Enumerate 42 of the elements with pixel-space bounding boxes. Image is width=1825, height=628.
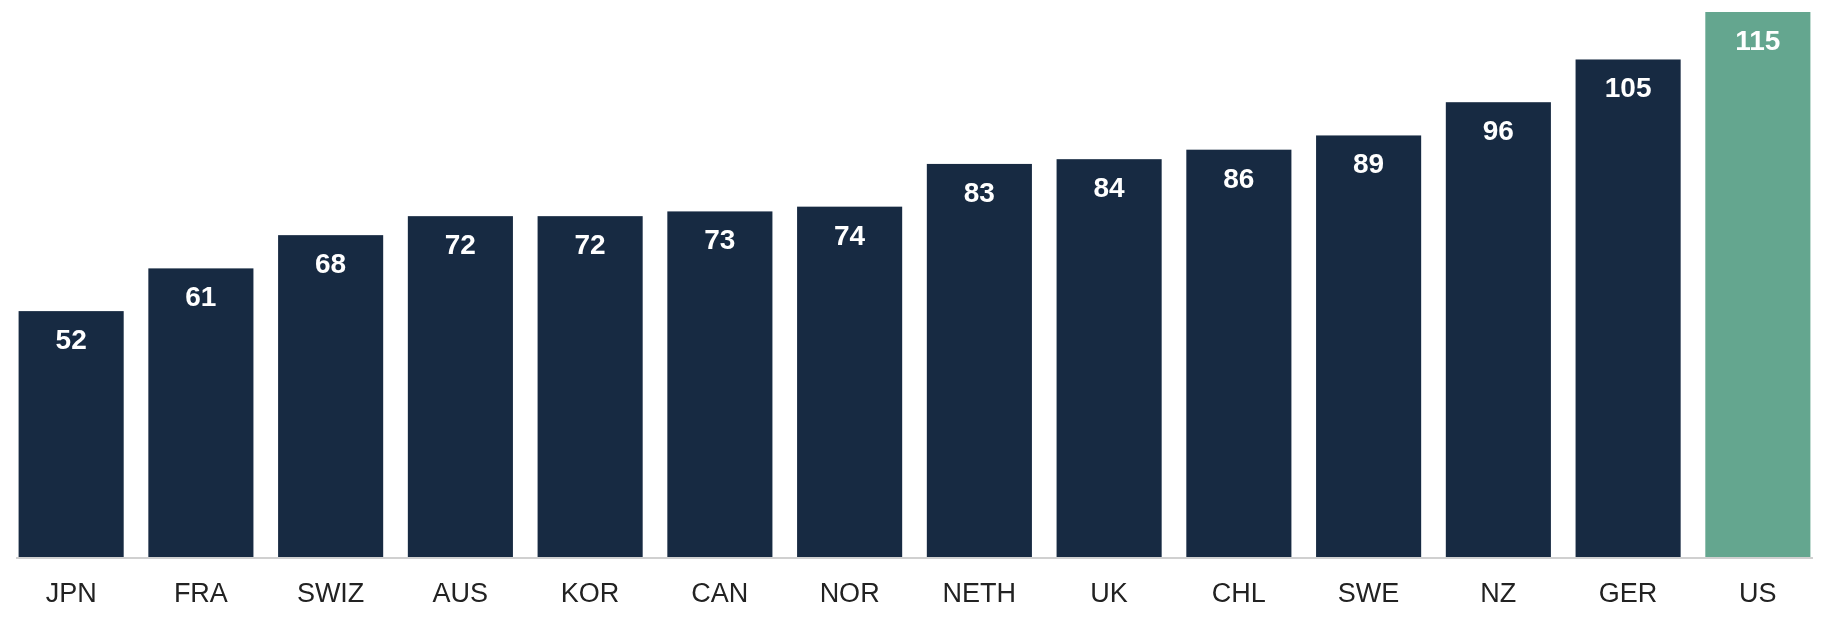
x-tick-label: UK: [1090, 578, 1128, 608]
bar: [1316, 135, 1422, 558]
data-label: 89: [1353, 148, 1385, 180]
x-tick-label: FRA: [173, 578, 228, 608]
data-label: 72: [444, 229, 476, 261]
x-tick-label: AUS: [432, 578, 489, 608]
data-label: 68: [315, 248, 347, 280]
x-tick-label: KOR: [560, 578, 620, 608]
bar: [18, 311, 124, 558]
data-label: 96: [1482, 115, 1514, 147]
data-label: 83: [963, 176, 995, 208]
x-tick-label: NOR: [819, 578, 880, 608]
bar: [537, 216, 643, 558]
data-label: 84: [1093, 172, 1126, 204]
x-tick-label: NETH: [942, 578, 1017, 608]
bar: [1575, 59, 1681, 558]
data-label: 61: [185, 281, 217, 313]
data-label: 72: [574, 229, 606, 261]
x-tick-label: NZ: [1480, 578, 1517, 608]
bar: [278, 235, 384, 558]
x-tick-label: CAN: [691, 578, 749, 608]
data-label: 86: [1223, 162, 1255, 194]
x-tick-label: JPN: [45, 578, 97, 608]
data-label: 115: [1735, 25, 1781, 56]
bar: [926, 163, 1032, 558]
bar: [667, 211, 773, 558]
bar: [1056, 159, 1162, 558]
x-tick-label: SWE: [1337, 578, 1400, 608]
bar: [1705, 12, 1811, 558]
bar: [797, 206, 903, 558]
x-tick-label: CHL: [1211, 578, 1266, 608]
bar: [1186, 149, 1292, 558]
bar: [148, 268, 254, 558]
bar: [407, 216, 513, 558]
x-tick-label: SWIZ: [296, 578, 365, 608]
x-tick-label: GER: [1598, 578, 1658, 608]
data-label: 105: [1604, 72, 1652, 104]
data-label: 74: [834, 219, 866, 251]
data-label: 73: [704, 224, 736, 256]
x-tick-label: US: [1739, 578, 1777, 608]
bar: [1445, 102, 1551, 558]
data-label: 52: [55, 324, 87, 356]
